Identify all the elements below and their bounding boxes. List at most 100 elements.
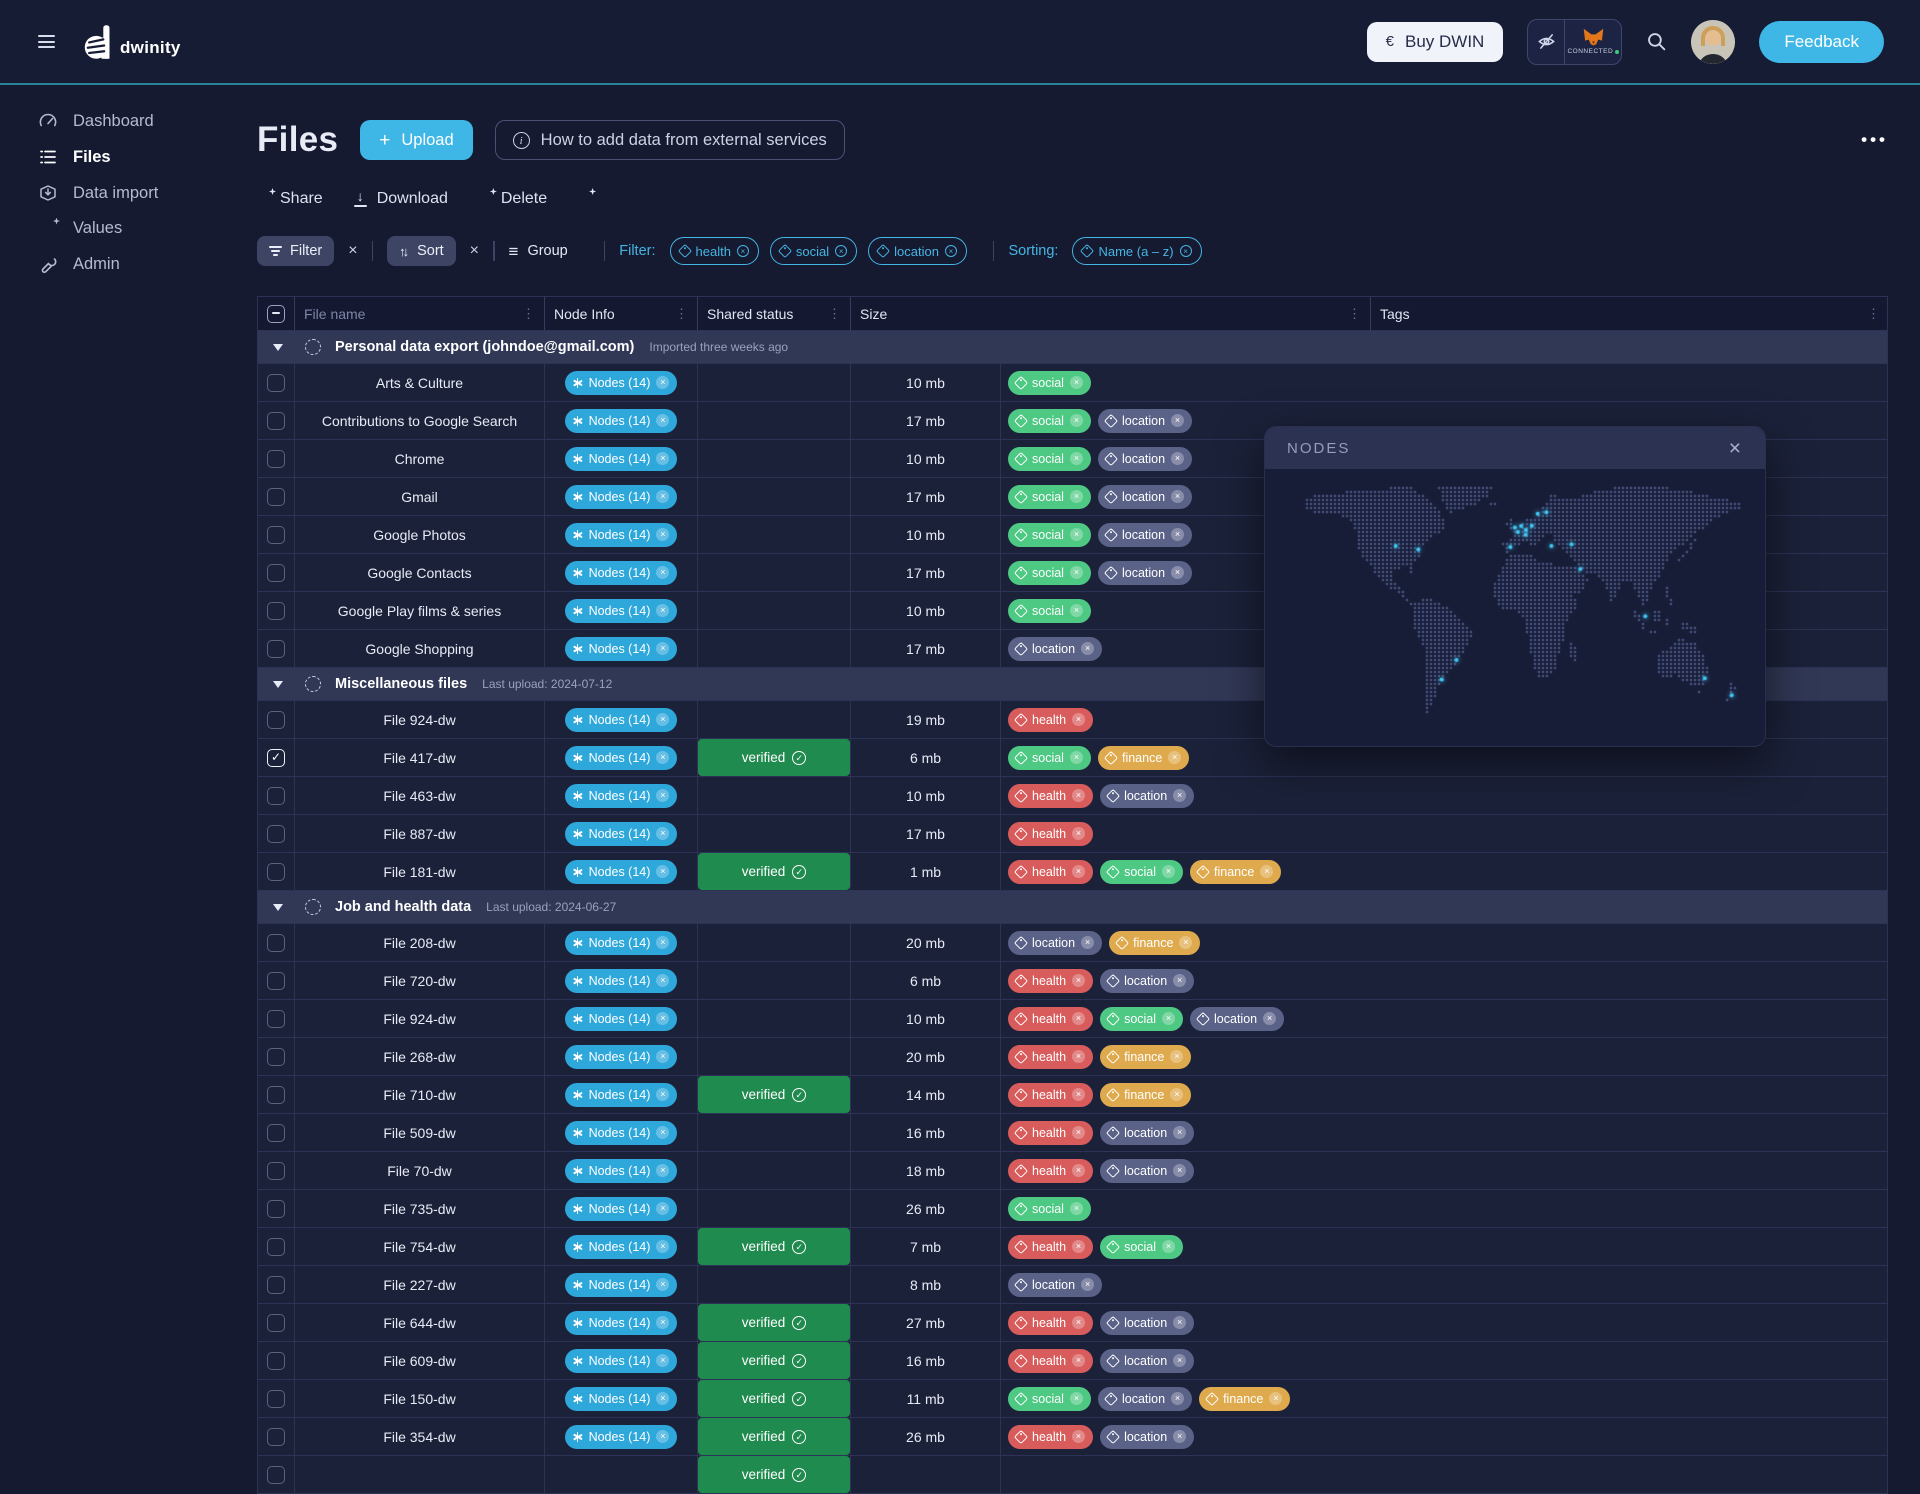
table-row[interactable]: File 208-dw Nodes (14) × 20 mb location × fina…	[258, 924, 1887, 962]
sidebar-item-dashboard[interactable]: Dashboard	[0, 103, 210, 139]
nodes-pill[interactable]: Nodes (14) ×	[564, 1082, 678, 1107]
remove-nodes-icon[interactable]: ×	[656, 1430, 670, 1443]
remove-tag-icon[interactable]: ×	[1179, 936, 1193, 949]
share-button[interactable]: Share	[257, 188, 323, 208]
table-row[interactable]: File 354-dw Nodes (14) × verified ✓ 26 mb heal…	[258, 1418, 1887, 1456]
filter-button[interactable]: Filter	[257, 236, 335, 266]
tag-pill-finance[interactable]: finance ×	[1097, 745, 1190, 770]
table-row[interactable]: File 754-dw Nodes (14) × verified ✓ 7 mb healt…	[258, 1228, 1887, 1266]
nodes-pill[interactable]: Nodes (14) ×	[564, 745, 678, 770]
tag-pill-location[interactable]: location ×	[1097, 484, 1193, 509]
collapse-caret-icon[interactable]	[273, 680, 283, 688]
remove-tag-icon[interactable]: ×	[1072, 1164, 1086, 1177]
row-checkbox[interactable]	[267, 1199, 285, 1218]
row-checkbox[interactable]	[267, 1047, 285, 1066]
tag-pill-location[interactable]: location ×	[1190, 1006, 1285, 1031]
remove-tag-icon[interactable]: ×	[1170, 1050, 1184, 1063]
tag-pill-location[interactable]: location ×	[1008, 636, 1103, 661]
remove-tag-icon[interactable]: ×	[1162, 1240, 1176, 1253]
nodes-pill[interactable]: Nodes (14) ×	[564, 1120, 678, 1145]
tag-pill-location[interactable]: location ×	[1097, 560, 1193, 585]
remove-tag-icon[interactable]: ×	[1072, 1316, 1086, 1329]
remove-nodes-icon[interactable]: ×	[656, 865, 670, 878]
remove-tag-icon[interactable]: ×	[1072, 1240, 1086, 1253]
tag-pill-finance[interactable]: finance ×	[1100, 1044, 1192, 1069]
remove-tag-icon[interactable]: ×	[1069, 1392, 1083, 1405]
table-row[interactable]: File 150-dw Nodes (14) × verified ✓ 11 mb soci…	[258, 1380, 1887, 1418]
remove-tag-icon[interactable]: ×	[1072, 1430, 1086, 1443]
tag-pill-social[interactable]: social ×	[1008, 522, 1091, 547]
row-checkbox[interactable]	[267, 971, 285, 990]
filter-tag-pill[interactable]: social ×	[769, 237, 858, 265]
tag-pill-location[interactable]: location ×	[1100, 968, 1195, 993]
remove-nodes-icon[interactable]: ×	[656, 642, 670, 655]
tag-pill-health[interactable]: health ×	[1008, 859, 1094, 884]
sidebar-item-files[interactable]: Files	[0, 139, 210, 175]
row-checkbox[interactable]	[267, 1161, 285, 1180]
remove-nodes-icon[interactable]: ×	[656, 1354, 670, 1367]
nodes-pill[interactable]: Nodes (14) ×	[564, 370, 678, 395]
remove-tag-icon[interactable]: ×	[1260, 865, 1274, 878]
tag-pill-health[interactable]: health ×	[1008, 821, 1094, 846]
sidebar-item-admin[interactable]: Admin	[0, 246, 210, 282]
tag-pill-finance[interactable]: finance ×	[1109, 930, 1201, 955]
remove-tag-icon[interactable]: ×	[1162, 1012, 1176, 1025]
remove-nodes-icon[interactable]: ×	[656, 751, 670, 764]
row-checkbox[interactable]	[267, 933, 285, 952]
sidebar-item-values[interactable]: Values	[0, 211, 210, 246]
remove-tag-icon[interactable]: ×	[1081, 642, 1095, 655]
remove-nodes-icon[interactable]: ×	[656, 414, 670, 427]
tag-pill-health[interactable]: health ×	[1008, 968, 1094, 993]
table-row[interactable]: File 735-dw Nodes (14) × 26 mb social ×	[258, 1190, 1887, 1228]
remove-tag-icon[interactable]: ×	[1072, 1088, 1086, 1101]
search-icon[interactable]	[1646, 31, 1667, 52]
row-checkbox[interactable]	[267, 1389, 285, 1408]
remove-tag-icon[interactable]: ×	[1069, 566, 1083, 579]
remove-nodes-icon[interactable]: ×	[656, 1164, 670, 1177]
tag-pill-health[interactable]: health ×	[1008, 1044, 1094, 1069]
column-menu-icon[interactable]: ⋮	[1348, 305, 1361, 321]
table-row[interactable]: File 609-dw Nodes (14) × verified ✓ 16 mb heal…	[258, 1342, 1887, 1380]
row-checkbox[interactable]	[267, 373, 285, 392]
remove-nodes-icon[interactable]: ×	[656, 1316, 670, 1329]
nodes-pill[interactable]: Nodes (14) ×	[564, 859, 678, 884]
tag-pill-location[interactable]: location ×	[1100, 1120, 1195, 1145]
remove-tag-icon[interactable]: ×	[1171, 1392, 1185, 1405]
clear-sort-icon[interactable]: ×	[469, 242, 480, 259]
row-checkbox[interactable]	[267, 563, 285, 582]
row-checkbox[interactable]	[267, 1313, 285, 1332]
tag-pill-location[interactable]: location ×	[1097, 522, 1193, 547]
remove-tag-icon[interactable]: ×	[1069, 490, 1083, 503]
remove-tag-icon[interactable]: ×	[1173, 1316, 1187, 1329]
ai-actions-button[interactable]	[577, 188, 597, 206]
remove-tag-icon[interactable]: ×	[1069, 604, 1083, 617]
remove-nodes-icon[interactable]: ×	[656, 1202, 670, 1215]
tag-pill-social[interactable]: social ×	[1008, 408, 1091, 433]
nodes-pill[interactable]: Nodes (14) ×	[564, 560, 678, 585]
table-row[interactable]: File 227-dw Nodes (14) × 8 mb location ×	[258, 1266, 1887, 1304]
table-row[interactable]: File 509-dw Nodes (14) × 16 mb health × locati…	[258, 1114, 1887, 1152]
table-row[interactable]: File 924-dw Nodes (14) × 10 mb health × social…	[258, 1000, 1887, 1038]
remove-nodes-icon[interactable]: ×	[656, 604, 670, 617]
hamburger-menu-icon[interactable]	[38, 32, 55, 52]
remove-tag-icon[interactable]: ×	[1173, 1164, 1187, 1177]
clear-filter-icon[interactable]: ×	[348, 242, 358, 259]
row-checkbox[interactable]	[267, 449, 285, 468]
remove-tag-icon[interactable]: ×	[1069, 1202, 1083, 1215]
tag-pill-health[interactable]: health ×	[1008, 1348, 1094, 1373]
row-checkbox[interactable]	[267, 824, 285, 843]
tag-pill-social[interactable]: social ×	[1100, 1234, 1184, 1259]
row-checkbox[interactable]	[267, 1123, 285, 1142]
nodes-pill[interactable]: Nodes (14) ×	[564, 598, 678, 623]
tag-pill-social[interactable]: social ×	[1008, 1386, 1091, 1411]
remove-nodes-icon[interactable]: ×	[656, 789, 670, 802]
remove-tag-icon[interactable]: ×	[1168, 751, 1182, 764]
remove-nodes-icon[interactable]: ×	[656, 827, 670, 840]
tag-pill-social[interactable]: social ×	[1008, 370, 1091, 395]
table-row[interactable]: File 268-dw Nodes (14) × 20 mb health × financ…	[258, 1038, 1887, 1076]
column-menu-icon[interactable]: ⋮	[675, 305, 688, 321]
nodes-pill[interactable]: Nodes (14) ×	[564, 707, 678, 732]
remove-tag-icon[interactable]: ×	[1173, 974, 1187, 987]
table-row[interactable]: verified ✓	[258, 1456, 1887, 1494]
tag-pill-location[interactable]: location ×	[1008, 930, 1103, 955]
